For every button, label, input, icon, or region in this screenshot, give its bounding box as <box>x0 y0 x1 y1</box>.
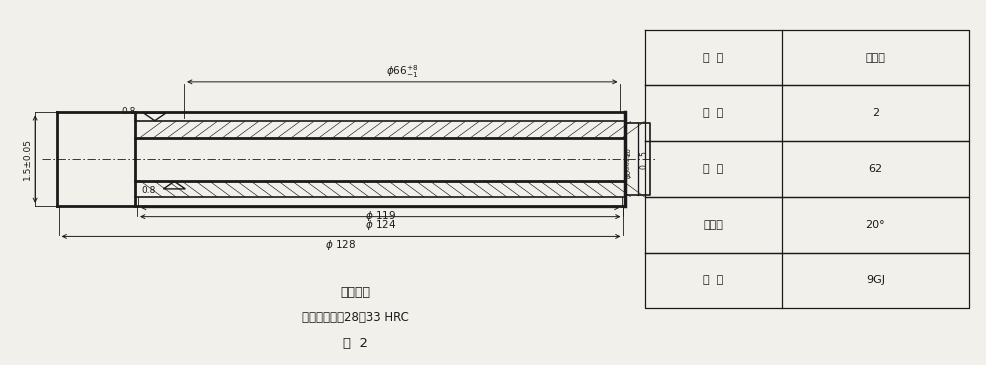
Text: 精  度: 精 度 <box>703 276 724 285</box>
Text: 齿  数: 齿 数 <box>703 164 724 174</box>
Text: 62: 62 <box>869 164 882 174</box>
Text: 技术要求: 技术要求 <box>341 286 371 299</box>
Text: 5: 5 <box>639 151 648 156</box>
Text: $\phi$ 124: $\phi$ 124 <box>365 218 396 233</box>
Text: 模  数: 模 数 <box>703 108 724 118</box>
Text: 压力角: 压力角 <box>704 220 724 230</box>
Text: 20°: 20° <box>866 220 885 230</box>
Text: 0.8: 0.8 <box>121 107 136 116</box>
Text: 0: 0 <box>639 164 648 169</box>
Text: $\phi$ 128: $\phi$ 128 <box>325 238 357 252</box>
Text: 0.025: 0.025 <box>626 152 631 170</box>
Text: 20°: 20° <box>625 144 632 156</box>
Text: 1.5±0.05: 1.5±0.05 <box>23 138 32 180</box>
Text: 0.8: 0.8 <box>141 186 156 195</box>
Text: 9GJ: 9GJ <box>866 276 884 285</box>
Text: $\phi$66$^{+8}_{-1}$: $\phi$66$^{+8}_{-1}$ <box>387 63 418 80</box>
Text: 渐开线: 渐开线 <box>866 53 885 62</box>
Text: 2: 2 <box>872 108 879 118</box>
Text: 热处理硬度：28～33 HRC: 热处理硬度：28～33 HRC <box>303 311 409 324</box>
Text: $\phi$ 119: $\phi$ 119 <box>365 210 395 223</box>
Text: 图  2: 图 2 <box>343 337 368 350</box>
Text: $\phi\delta$: $\phi\delta$ <box>623 168 634 179</box>
Text: 齿  形: 齿 形 <box>703 53 724 62</box>
